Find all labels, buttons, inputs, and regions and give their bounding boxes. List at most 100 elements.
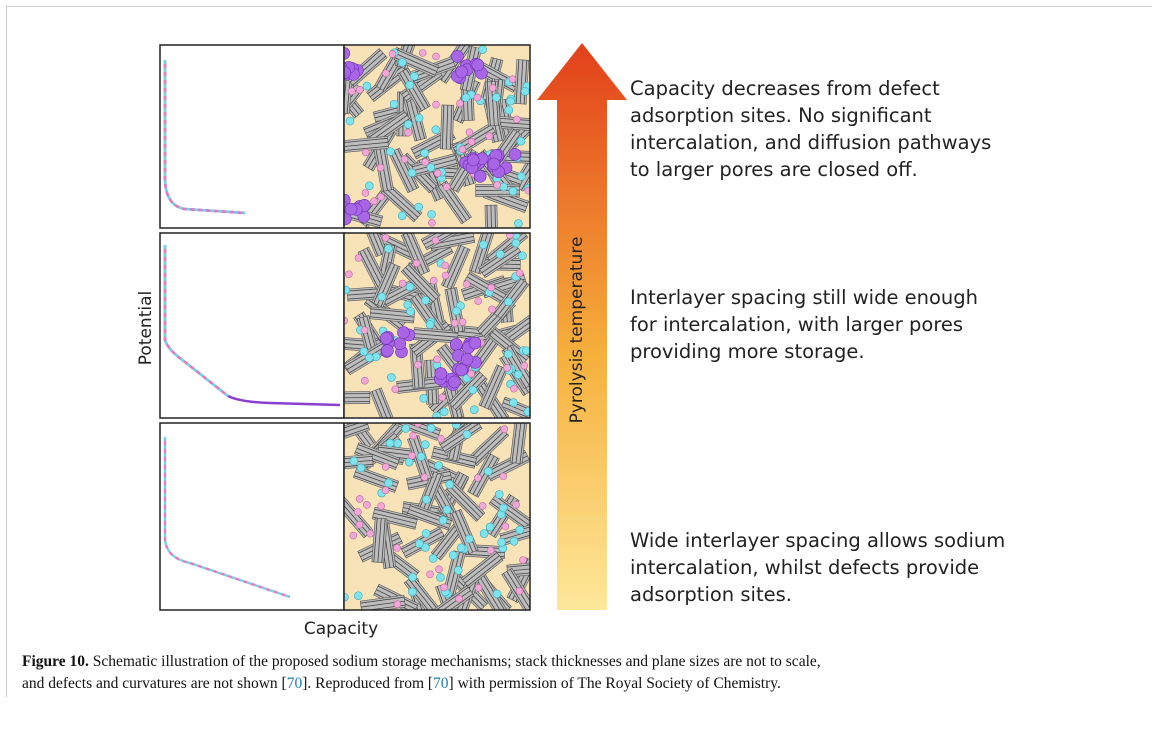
stack-layer bbox=[370, 312, 415, 318]
sodium-ion bbox=[478, 45, 487, 54]
defect-ion bbox=[488, 305, 496, 314]
defect-ion bbox=[485, 132, 494, 141]
stack-layer bbox=[402, 234, 421, 276]
sodium-ion bbox=[434, 461, 443, 470]
stack-layer bbox=[371, 114, 408, 141]
stack-layer bbox=[373, 262, 392, 304]
description-line: providing more storage. bbox=[630, 340, 865, 363]
sodium-ion bbox=[465, 534, 474, 544]
stack-layer bbox=[483, 195, 526, 212]
defect-ion bbox=[524, 186, 530, 195]
defect-ion bbox=[400, 155, 409, 164]
stack-layer bbox=[402, 269, 434, 303]
defect-ion bbox=[467, 370, 475, 378]
sodium-ion bbox=[499, 182, 508, 192]
sodium-ion bbox=[456, 543, 466, 553]
sodium-ion bbox=[509, 537, 519, 546]
stack-layer bbox=[466, 276, 506, 300]
image-box bbox=[343, 232, 531, 419]
figure: Pyrolysis temperature Potential Capacity… bbox=[136, 43, 1005, 639]
stack-layer bbox=[445, 105, 449, 150]
sodium-ion bbox=[513, 370, 523, 379]
sodium-ion bbox=[401, 424, 411, 433]
stack-layer bbox=[476, 457, 499, 497]
defect-ion bbox=[381, 234, 390, 242]
sodium-ion bbox=[504, 297, 513, 307]
pore-sodium bbox=[473, 170, 487, 183]
stack-layer bbox=[458, 509, 477, 551]
pore-sodium bbox=[448, 375, 461, 389]
stack-layer bbox=[406, 233, 425, 274]
stack-layer bbox=[344, 463, 374, 469]
stack-layer bbox=[497, 121, 530, 126]
graphene-stack bbox=[513, 59, 530, 105]
stack-layer bbox=[431, 239, 475, 249]
stack-layer bbox=[465, 335, 492, 373]
sodium-ion bbox=[504, 349, 513, 359]
sodium-ion bbox=[461, 93, 471, 103]
stack-layer bbox=[444, 45, 470, 83]
stack-layer bbox=[441, 104, 445, 149]
stack-layer bbox=[520, 152, 530, 191]
sodium-ion bbox=[345, 116, 355, 126]
stack-layer bbox=[344, 137, 388, 143]
stack-layer bbox=[425, 474, 442, 516]
sodium-ion bbox=[506, 96, 515, 106]
stack-layer bbox=[374, 508, 418, 520]
stack-layer bbox=[486, 81, 491, 126]
defect-ion bbox=[347, 87, 356, 95]
sodium-ion bbox=[452, 306, 461, 316]
stack-layer bbox=[432, 587, 469, 610]
sodium-ion bbox=[407, 168, 417, 178]
sodium-ion bbox=[504, 105, 514, 115]
stack-layer bbox=[494, 205, 497, 228]
stack-layer bbox=[364, 233, 383, 255]
reference-link[interactable]: 70 bbox=[433, 675, 449, 692]
stack-layer bbox=[449, 371, 481, 405]
defect-ion bbox=[361, 189, 370, 197]
stack-layer bbox=[506, 562, 530, 568]
pore-sodium bbox=[393, 337, 407, 350]
stack-layer bbox=[503, 573, 528, 610]
sodium-ion bbox=[365, 181, 374, 191]
graphene-stack bbox=[359, 594, 406, 610]
defect-ion bbox=[506, 233, 514, 239]
sodium-ion bbox=[398, 58, 407, 67]
stack-layer bbox=[455, 377, 487, 410]
defect-ion bbox=[391, 385, 400, 394]
stack-layer bbox=[405, 581, 434, 610]
sodium-ion bbox=[514, 219, 523, 228]
defect-ion bbox=[474, 297, 482, 305]
stack-layer bbox=[344, 145, 389, 151]
pore-sodium bbox=[434, 367, 448, 380]
sodium-ion bbox=[468, 385, 478, 395]
sodium-ion bbox=[479, 529, 489, 538]
stack-layer bbox=[436, 593, 474, 610]
defect-ion bbox=[433, 169, 442, 178]
pore-sodium bbox=[344, 212, 352, 226]
defect-ion bbox=[362, 501, 371, 509]
defect-ion bbox=[409, 431, 417, 440]
stack-layer bbox=[506, 317, 530, 345]
sodium-ion bbox=[354, 591, 363, 601]
stack-layer bbox=[405, 68, 429, 108]
stack-layer bbox=[352, 55, 387, 86]
stack-layer bbox=[493, 278, 522, 314]
sodium-ion bbox=[403, 120, 413, 129]
graphene-stack bbox=[409, 292, 446, 337]
reference-link[interactable]: 70 bbox=[286, 675, 303, 692]
stack-layer bbox=[464, 279, 504, 303]
stack-layer bbox=[483, 251, 521, 277]
sodium-ion bbox=[406, 307, 415, 316]
sodium-ion bbox=[384, 478, 393, 488]
defect-ion bbox=[349, 531, 358, 540]
sodium-ion bbox=[511, 238, 521, 248]
stack-layer bbox=[360, 233, 379, 257]
stack-layer bbox=[494, 495, 530, 522]
stack-layer bbox=[368, 233, 386, 254]
defect-ion bbox=[426, 570, 434, 579]
stack-layer bbox=[375, 389, 393, 418]
stack-layer bbox=[344, 502, 366, 537]
stack-layer bbox=[462, 552, 498, 581]
graphene-stack bbox=[460, 550, 504, 589]
